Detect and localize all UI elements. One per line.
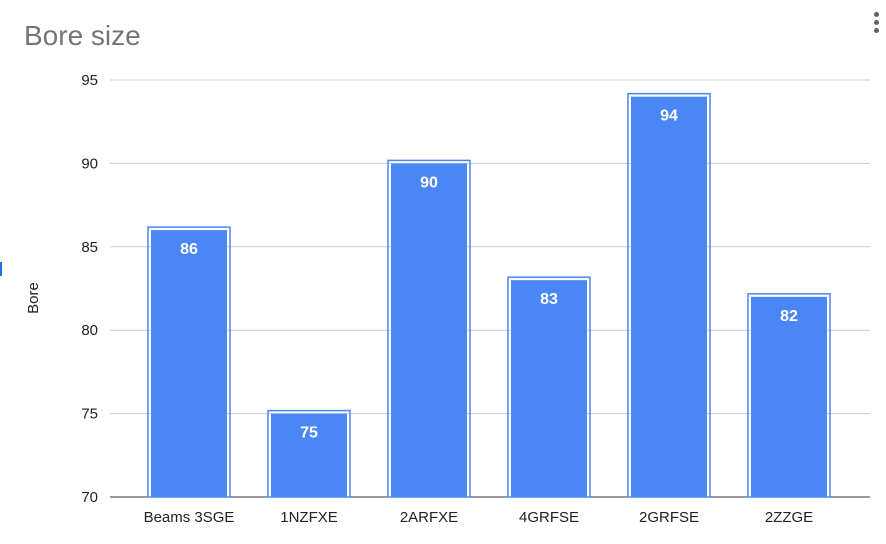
y-tick-label: 80 <box>81 322 98 339</box>
bar[interactable] <box>151 230 227 497</box>
y-axis-title: Bore <box>25 282 42 314</box>
data-label: 94 <box>660 108 678 125</box>
x-tick-label: Beams 3SGE <box>144 509 235 526</box>
bar[interactable] <box>271 413 347 497</box>
more-options-icon[interactable] <box>868 12 884 36</box>
data-label: 86 <box>180 241 198 258</box>
x-tick-label: 2GRFSE <box>639 509 699 526</box>
bar[interactable] <box>631 96 707 498</box>
data-label: 82 <box>780 308 798 325</box>
data-label: 83 <box>540 291 558 308</box>
x-tick-label: 4GRFSE <box>519 509 579 526</box>
bars <box>147 92 831 498</box>
x-axis-ticks: Beams 3SGE 1NZFXE 2ARFXE 4GRFSE 2GRFSE 2ZZGE <box>144 509 814 526</box>
y-tick-label: 95 <box>81 72 98 89</box>
data-label: 90 <box>420 174 438 191</box>
y-tick-label: 75 <box>81 406 98 423</box>
chart-title: Bore size <box>24 20 141 51</box>
selection-marker <box>0 262 2 276</box>
data-label: 75 <box>300 425 318 442</box>
x-tick-label: 2ZZGE <box>765 509 813 526</box>
bar[interactable] <box>751 296 827 497</box>
x-tick-label: 1NZFXE <box>280 509 338 526</box>
y-tick-label: 70 <box>81 489 98 506</box>
gridlines <box>110 79 870 498</box>
y-tick-label: 90 <box>81 155 98 172</box>
x-tick-label: 2ARFXE <box>400 509 458 526</box>
data-labels: 86 75 90 83 94 82 <box>180 108 798 442</box>
y-axis-ticks: 70 75 80 85 90 95 <box>81 72 98 506</box>
y-tick-label: 85 <box>81 239 98 256</box>
bar[interactable] <box>511 280 587 497</box>
bar[interactable] <box>391 163 467 497</box>
